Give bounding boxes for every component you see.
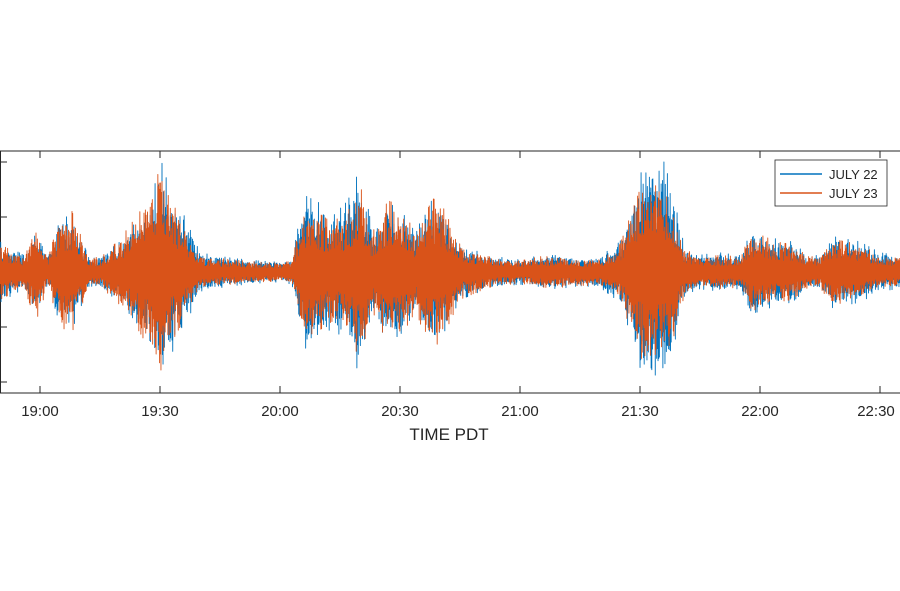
x-tick-label: 19:30 <box>141 403 179 420</box>
x-tick-label: 21:00 <box>501 403 539 420</box>
legend-box <box>774 159 888 207</box>
x-axis-ticks: 19:00 19:30 20:00 20:30 21:00 21:30 22:00 22:30 <box>21 151 895 420</box>
x-axis-label: TIME PDT <box>409 425 488 444</box>
x-tick-label: 22:00 <box>741 403 779 420</box>
legend: JULY 22 JULY 23 <box>774 159 888 207</box>
x-tick-label: 20:00 <box>261 403 299 420</box>
series-layer <box>0 161 900 376</box>
x-tick-label: 21:30 <box>621 403 659 420</box>
series-line-july-23 <box>0 173 900 371</box>
legend-label-july-22: JULY 22 <box>829 167 878 182</box>
x-tick-label: 20:30 <box>381 403 419 420</box>
legend-label-july-23: JULY 23 <box>829 186 878 201</box>
x-tick-label: 19:00 <box>21 403 59 420</box>
x-tick-label: 22:30 <box>857 403 895 420</box>
